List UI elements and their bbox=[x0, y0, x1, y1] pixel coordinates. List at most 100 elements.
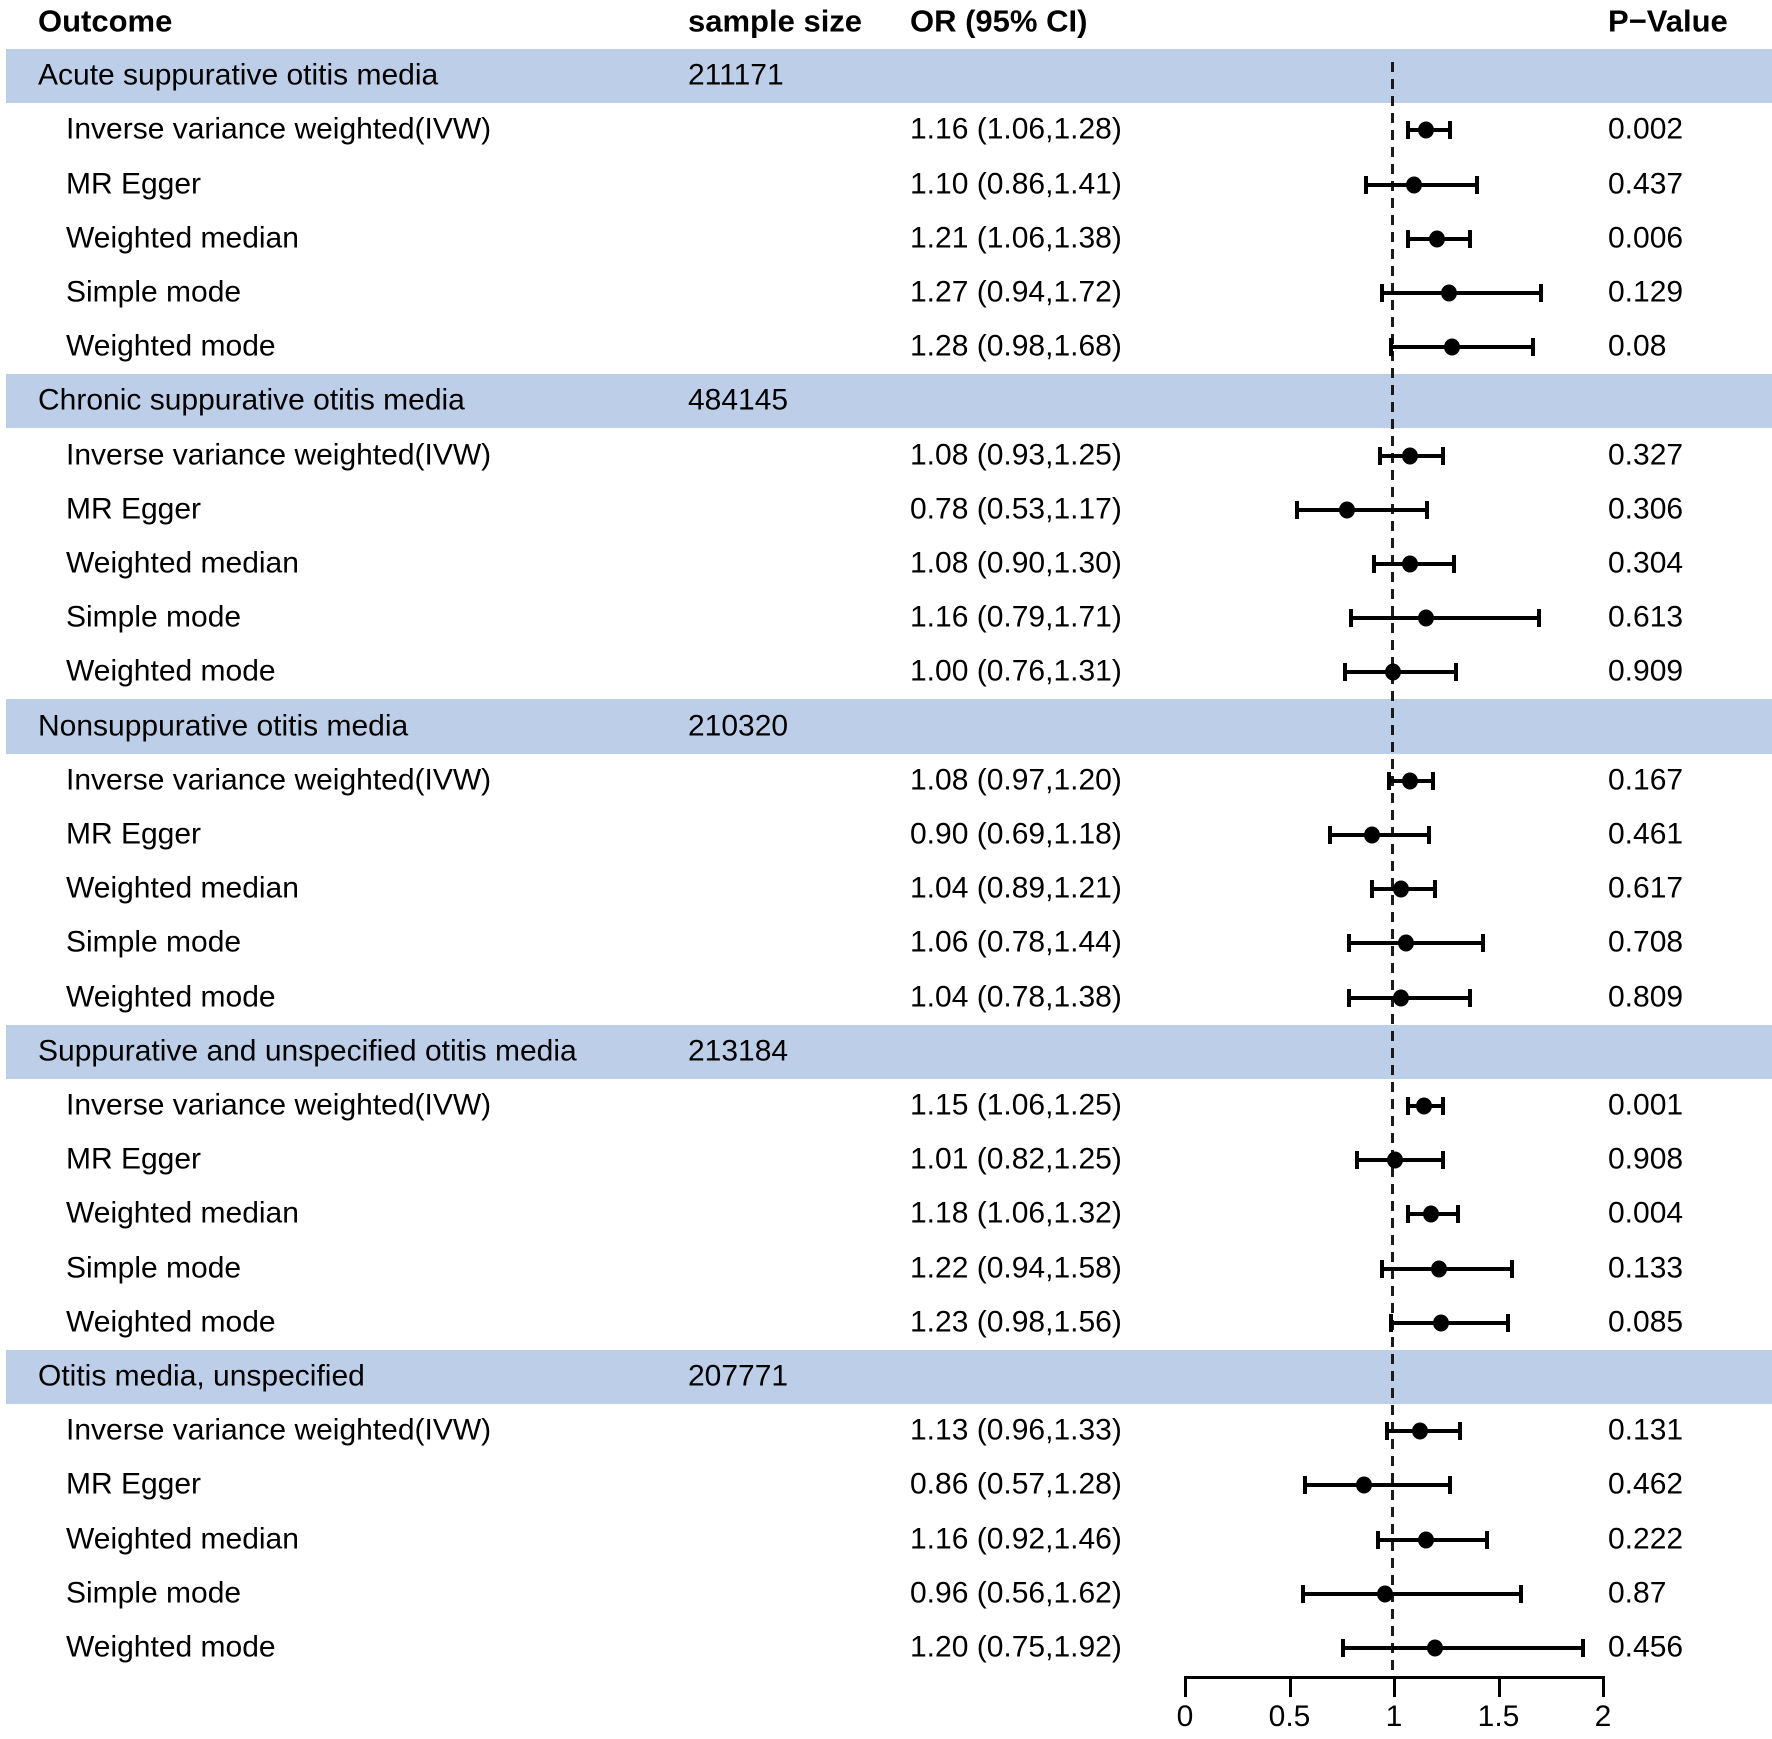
ci-cap-left bbox=[1347, 988, 1352, 1007]
ci-cap-left bbox=[1405, 1096, 1410, 1115]
ci-line bbox=[1388, 345, 1536, 350]
method-label: Inverse variance weighted(IVW) bbox=[66, 763, 492, 797]
p-value: 0.456 bbox=[1608, 1630, 1684, 1664]
ci-cap-right bbox=[1468, 988, 1473, 1007]
p-value: 0.133 bbox=[1608, 1250, 1684, 1284]
outcome-group-row bbox=[6, 699, 1772, 754]
ci-cap-left bbox=[1370, 880, 1374, 899]
ci-cap-left bbox=[1388, 338, 1393, 357]
point-estimate-marker bbox=[1339, 501, 1356, 519]
p-value: 0.809 bbox=[1608, 979, 1684, 1013]
x-axis-tick bbox=[1497, 1676, 1501, 1697]
method-label: Inverse variance weighted(IVW) bbox=[66, 1088, 492, 1122]
ci-cap-right bbox=[1447, 1476, 1452, 1495]
or-ci-text: 1.18 (1.06,1.32) bbox=[910, 1196, 1122, 1230]
outcome-label: Nonsuppurative otitis media bbox=[38, 708, 409, 742]
or-ci-text: 1.20 (0.75,1.92) bbox=[910, 1630, 1122, 1664]
ci-cap-left bbox=[1372, 554, 1377, 573]
outcome-group-row bbox=[6, 1349, 1772, 1404]
p-value: 0.006 bbox=[1608, 221, 1684, 255]
ci-cap-right bbox=[1426, 825, 1431, 844]
p-value: 0.462 bbox=[1608, 1467, 1684, 1501]
or-ci-text: 1.22 (0.94,1.58) bbox=[910, 1250, 1122, 1284]
ci-cap-left bbox=[1384, 1422, 1389, 1441]
x-axis-tick-label: 1.5 bbox=[1477, 1700, 1520, 1733]
method-label: MR Egger bbox=[66, 1142, 202, 1176]
or-ci-text: 1.01 (0.82,1.25) bbox=[910, 1142, 1122, 1176]
ci-cap-right bbox=[1447, 121, 1452, 140]
method-label: Inverse variance weighted(IVW) bbox=[66, 112, 492, 146]
or-ci-text: 1.06 (0.78,1.44) bbox=[910, 925, 1122, 959]
p-value: 0.001 bbox=[1608, 1088, 1684, 1122]
point-estimate-marker bbox=[1397, 934, 1414, 952]
method-label: Weighted mode bbox=[66, 1630, 276, 1664]
ci-cap-left bbox=[1301, 1584, 1306, 1603]
ci-cap-left bbox=[1405, 121, 1410, 140]
method-label: Weighted median bbox=[66, 871, 299, 905]
point-estimate-marker bbox=[1355, 1476, 1372, 1494]
p-value: 0.129 bbox=[1608, 275, 1684, 309]
ci-cap-left bbox=[1405, 229, 1410, 248]
ci-cap-right bbox=[1441, 446, 1446, 465]
outcome-label: Acute suppurative otitis media bbox=[38, 58, 439, 92]
point-estimate-marker bbox=[1405, 176, 1422, 193]
outcome-group-row bbox=[6, 374, 1772, 429]
point-estimate-marker bbox=[1401, 555, 1418, 573]
ci-cap-right bbox=[1457, 1422, 1462, 1441]
p-value: 0.167 bbox=[1608, 763, 1684, 797]
point-estimate-marker bbox=[1422, 1205, 1439, 1223]
column-header-outcome: Outcome bbox=[38, 3, 173, 39]
p-value: 0.002 bbox=[1608, 112, 1684, 146]
p-value: 0.222 bbox=[1608, 1521, 1684, 1555]
ci-cap-right bbox=[1474, 175, 1479, 194]
ci-cap-right bbox=[1441, 1151, 1446, 1170]
ci-cap-right bbox=[1441, 1096, 1446, 1115]
sample-size: 210320 bbox=[688, 708, 789, 742]
point-estimate-marker bbox=[1433, 1314, 1450, 1332]
x-axis-tick bbox=[1184, 1676, 1187, 1697]
or-ci-text: 1.04 (0.89,1.21) bbox=[910, 871, 1122, 905]
ci-line bbox=[1294, 507, 1429, 512]
method-label: MR Egger bbox=[66, 166, 202, 200]
method-label: Simple mode bbox=[66, 275, 242, 309]
p-value: 0.908 bbox=[1608, 1142, 1684, 1176]
or-ci-text: 0.96 (0.56,1.62) bbox=[910, 1576, 1122, 1610]
ci-cap-left bbox=[1380, 283, 1385, 302]
or-ci-text: 0.78 (0.53,1.17) bbox=[910, 492, 1122, 526]
p-value: 0.131 bbox=[1608, 1413, 1684, 1447]
method-label: Weighted mode bbox=[66, 654, 276, 688]
or-ci-text: 1.21 (1.06,1.38) bbox=[910, 221, 1122, 255]
ci-cap-left bbox=[1347, 934, 1352, 953]
ci-cap-left bbox=[1405, 1205, 1410, 1224]
x-axis-tick bbox=[1288, 1676, 1292, 1697]
ci-line bbox=[1303, 1483, 1452, 1488]
ci-line bbox=[1388, 1320, 1511, 1325]
or-ci-text: 0.86 (0.57,1.28) bbox=[910, 1467, 1122, 1501]
ci-cap-right bbox=[1537, 609, 1542, 628]
x-axis-tick-label: 0.5 bbox=[1268, 1700, 1311, 1733]
method-label: Simple mode bbox=[66, 600, 242, 634]
point-estimate-marker bbox=[1426, 1639, 1443, 1657]
outcome-label: Chronic suppurative otitis media bbox=[38, 383, 465, 417]
column-header-p-value: P−Value bbox=[1608, 3, 1728, 39]
or-ci-text: 1.08 (0.90,1.30) bbox=[910, 546, 1122, 580]
column-header-sample-size: sample size bbox=[688, 3, 863, 39]
ci-line bbox=[1380, 1266, 1515, 1271]
sample-size: 484145 bbox=[688, 383, 789, 417]
p-value: 0.004 bbox=[1608, 1196, 1684, 1230]
or-ci-text: 1.16 (1.06,1.28) bbox=[910, 112, 1122, 146]
ci-line bbox=[1347, 941, 1485, 946]
p-value: 0.08 bbox=[1608, 329, 1667, 363]
ci-cap-right bbox=[1424, 500, 1429, 519]
method-label: Weighted mode bbox=[66, 1305, 276, 1339]
point-estimate-marker bbox=[1416, 1097, 1433, 1115]
p-value: 0.617 bbox=[1608, 871, 1684, 905]
ci-line bbox=[1347, 995, 1473, 1000]
p-value: 0.437 bbox=[1608, 166, 1684, 200]
or-ci-text: 1.08 (0.97,1.20) bbox=[910, 763, 1122, 797]
column-header-or-ci: OR (95% CI) bbox=[910, 3, 1088, 39]
p-value: 0.909 bbox=[1608, 654, 1684, 688]
p-value: 0.304 bbox=[1608, 546, 1684, 580]
ci-cap-right bbox=[1581, 1638, 1586, 1657]
